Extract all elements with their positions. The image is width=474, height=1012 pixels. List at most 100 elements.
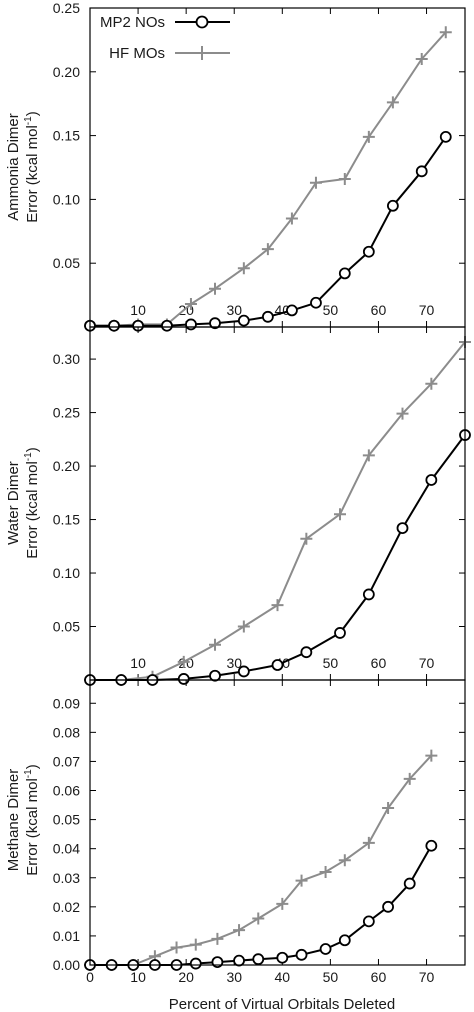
panel-2-ylabel-main: Error (kcal mol	[24, 461, 41, 559]
panel-3-point-hf-mos	[403, 772, 416, 785]
panel-3-line-hf-mos	[90, 754, 433, 966]
panel-2-xtick-label: 60	[371, 655, 387, 671]
panel-1-point-hf-mos	[439, 26, 452, 39]
panel-2-point-mp2-nos	[271, 659, 284, 671]
panel-2-point-mp2-nos	[396, 522, 409, 535]
panel-2-ylabel-line2: Error (kcal mol-1)	[23, 447, 41, 558]
panel-1-point-mp2-nos	[310, 296, 322, 309]
panel-1-point-mp2-nos	[261, 310, 274, 323]
panel-3-ytick-label: 0.09	[53, 695, 80, 711]
panel-2-series	[84, 335, 471, 686]
panel-2-line-mp2-nos	[90, 434, 466, 681]
legend-marker-mp2	[195, 15, 209, 29]
panel-2-ytick-label: 0.30	[53, 351, 80, 367]
panel-1-point-hf-mos	[415, 53, 428, 66]
panel-2-frame	[89, 326, 466, 681]
panel-3-ytick-label: 0.02	[53, 899, 80, 915]
panel-1-ylabel-sup: -1	[23, 116, 34, 125]
panel-3-ylabel-line2: Error (kcal mol-1)	[23, 764, 41, 875]
panel-1-series	[84, 26, 452, 332]
panel-2-point-hf-mos	[334, 508, 346, 521]
panel-2-point-hf-mos	[396, 407, 409, 420]
panel-1-point-mp2-nos	[338, 267, 351, 280]
panel-1-point-hf-mos	[285, 212, 298, 225]
panel-3-ylabel-line1: Methane Dimer	[5, 769, 22, 872]
panel-1-xtick-label: 60	[371, 302, 387, 318]
panel-1-xtick-label: 50	[323, 302, 339, 318]
panel-3-ytick-label: 0.08	[53, 724, 80, 740]
panel-1-point-mp2-nos	[209, 317, 221, 330]
panel-1-ylabel-main: Error (kcal mol	[24, 125, 41, 223]
panel-2-point-hf-mos	[271, 599, 284, 612]
panel-3-series	[84, 749, 438, 971]
panel-2-point-mp2-nos	[237, 665, 250, 678]
panel-3-ytick-label: 0.03	[53, 870, 80, 886]
panel-3-ylabel-sup: -1	[23, 769, 34, 778]
panel-1-point-hf-mos	[338, 172, 351, 185]
panel-1-xtick-label: 30	[226, 302, 242, 318]
panel-water: Water Dimer Error (kcal mol-1) 0.05 0.10 0…	[5, 326, 471, 686]
panel-1-ytick-label: 0.05	[53, 255, 80, 271]
panel-1-ylabel-line2: Error (kcal mol-1)	[23, 111, 41, 222]
panel-3-point-hf-mos	[338, 854, 351, 867]
panel-3-point-hf-mos	[189, 938, 202, 951]
panel-2-ylabel-sup: -1	[23, 452, 34, 461]
panel-3-ytick-label: 0.01	[53, 928, 80, 944]
panel-2-xtick-label: 50	[323, 655, 339, 671]
panel-3-xtick-label: 10	[130, 969, 146, 985]
panel-1-point-mp2-nos	[185, 318, 197, 331]
panel-3-point-mp2-nos	[338, 934, 351, 947]
panel-3-ticks: 0.00 0.01 0.02 0.03 0.04 0.05 0.06 0.07 0.08 0.09…	[53, 680, 465, 985]
panel-2-point-hf-mos	[425, 377, 438, 390]
panel-1-point-hf-mos	[362, 130, 375, 143]
panel-1-line-hf-mos	[90, 31, 447, 327]
panel-3-point-mp2-nos	[276, 951, 289, 964]
panel-3-ytick-label: 0.06	[53, 783, 80, 799]
panel-2-point-hf-mos	[300, 532, 313, 545]
panel-3-point-hf-mos	[295, 874, 308, 887]
legend-label-mp2: MP2 NOs	[100, 14, 165, 31]
panel-1-ytick-label: 0.10	[53, 191, 80, 207]
panel-1-point-hf-mos	[209, 282, 221, 295]
panel-3-ytick-label: 0.00	[53, 957, 80, 973]
panel-2-point-mp2-nos	[177, 673, 190, 685]
panel-1-point-hf-mos	[184, 298, 197, 311]
panel-3-point-hf-mos	[382, 801, 395, 814]
panel-3-ytick-label: 0.04	[53, 841, 80, 857]
panel-1-point-mp2-nos	[286, 304, 298, 317]
panel-3-xtick-label: 40	[275, 969, 291, 985]
panel-1-ytick-label: 0.15	[53, 128, 80, 144]
panel-2-point-hf-mos	[362, 449, 375, 462]
panel-1-point-mp2-nos	[108, 319, 120, 332]
panel-2-xtick-label: 70	[419, 655, 435, 671]
panel-3-xtick-label: 50	[323, 969, 339, 985]
panel-3-point-mp2-nos	[233, 954, 245, 967]
x-axis-label: Percent of Virtual Orbitals Deleted	[169, 996, 396, 1012]
panel-1-point-hf-mos	[309, 176, 322, 189]
panel-3-point-mp2-nos	[319, 943, 332, 955]
panel-1-point-mp2-nos	[386, 199, 399, 212]
panel-2-point-hf-mos	[237, 620, 250, 633]
panel-2-point-mp2-nos	[362, 588, 375, 601]
panel-3-point-hf-mos	[252, 912, 265, 925]
panel-2-ytick-label: 0.25	[53, 405, 80, 421]
panel-3-point-mp2-nos	[252, 953, 265, 966]
panel-3-xtick-label: 70	[419, 969, 435, 985]
panel-3-ytick-label: 0.07	[53, 753, 80, 769]
panel-3-point-mp2-nos	[295, 948, 308, 961]
panel-2-ticks: 0.050.100.150.200.250.3010203040506070	[53, 327, 465, 680]
panel-3-point-hf-mos	[362, 836, 375, 849]
panel-1-point-mp2-nos	[415, 165, 428, 178]
panel-2-xtick-label: 10	[130, 655, 146, 671]
panel-1-point-mp2-nos	[362, 245, 375, 258]
panel-3-point-mp2-nos	[403, 877, 416, 890]
panel-2-point-mp2-nos	[334, 627, 346, 639]
panel-3-xtick-label: 60	[371, 969, 387, 985]
panel-3-point-hf-mos	[233, 924, 246, 937]
panel-3-point-mp2-nos	[425, 839, 438, 852]
panel-3-ylabel-main: Error (kcal mol	[24, 778, 41, 876]
panel-3-point-mp2-nos	[382, 900, 394, 913]
panel-3-point-mp2-nos	[362, 915, 375, 928]
panel-2-ytick-label: 0.15	[53, 512, 80, 528]
